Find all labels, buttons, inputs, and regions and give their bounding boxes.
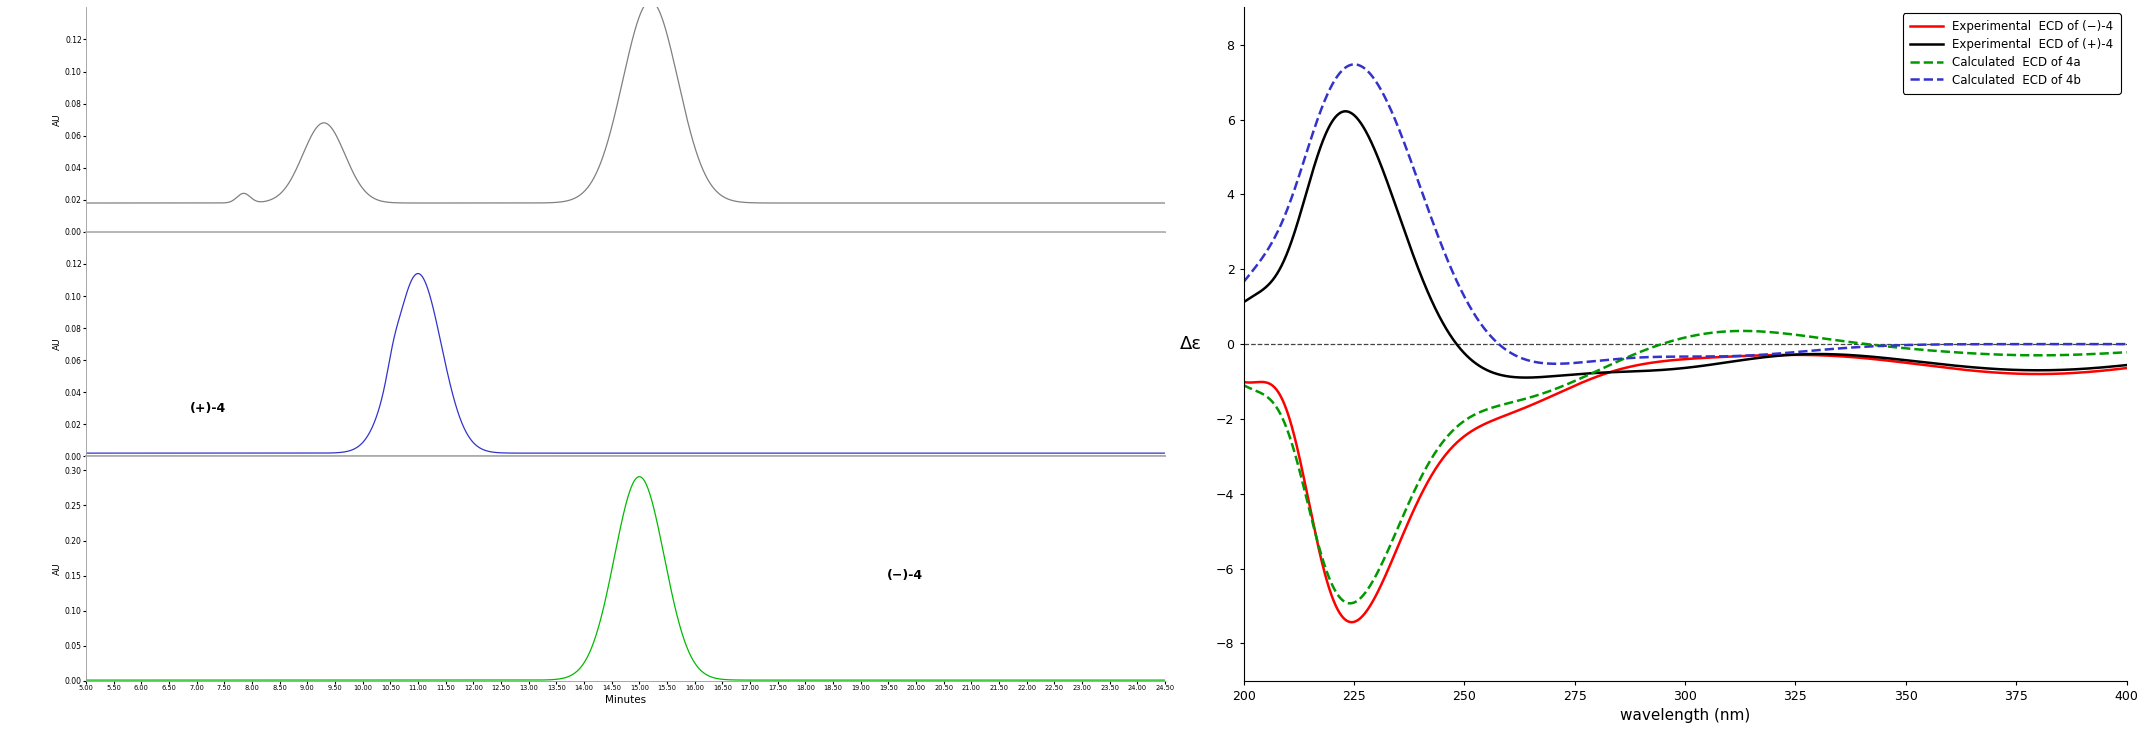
Calculated  ECD of 4b [1276, 201, 1302, 210]
Experimental  ECD of (−)-4 [1338, 618, 1364, 627]
Calculated  ECD of 4a [2114, 348, 2139, 357]
Text: (−)-4: (−)-4 [887, 569, 924, 582]
Calculated  ECD of 4a [1729, 326, 1755, 335]
Line: Experimental  ECD of (+)-4: Experimental ECD of (+)-4 [1244, 111, 2127, 377]
Y-axis label: AU: AU [54, 337, 62, 351]
Line: Experimental  ECD of (−)-4: Experimental ECD of (−)-4 [1244, 355, 2127, 622]
Experimental  ECD of (+)-4 [1276, 245, 1302, 254]
Experimental  ECD of (−)-4 [1660, 356, 1686, 365]
Calculated  ECD of 4a [1927, 347, 1953, 356]
Experimental  ECD of (+)-4 [1512, 373, 1538, 382]
Calculated  ECD of 4b [1637, 352, 1663, 361]
Y-axis label: Δε: Δε [1179, 335, 1201, 353]
Experimental  ECD of (+)-4 [1637, 366, 1663, 375]
Calculated  ECD of 4a [1637, 344, 1663, 353]
Line: Calculated  ECD of 4a: Calculated ECD of 4a [1244, 331, 2127, 603]
Calculated  ECD of 4b [1660, 352, 1686, 361]
Experimental  ECD of (+)-4 [2114, 360, 2139, 369]
Calculated  ECD of 4a [1336, 599, 1362, 608]
X-axis label: Minutes: Minutes [606, 695, 647, 705]
Experimental  ECD of (−)-4 [1276, 411, 1302, 420]
Legend: Experimental  ECD of (−)-4, Experimental  ECD of (+)-4, Calculated  ECD of 4a, C: Experimental ECD of (−)-4, Experimental … [1903, 13, 2120, 94]
Calculated  ECD of 4b [2088, 340, 2114, 349]
Text: (+)-4: (+)-4 [189, 402, 226, 414]
Experimental  ECD of (+)-4 [1332, 107, 1358, 115]
Calculated  ECD of 4b [1231, 278, 1257, 286]
Experimental  ECD of (−)-4 [1781, 351, 1806, 360]
Experimental  ECD of (−)-4 [2088, 366, 2114, 375]
Y-axis label: AU: AU [54, 562, 62, 575]
Line: Calculated  ECD of 4b: Calculated ECD of 4b [1244, 64, 2127, 364]
Experimental  ECD of (−)-4 [2114, 363, 2139, 372]
Experimental  ECD of (+)-4 [1660, 365, 1686, 374]
Calculated  ECD of 4b [2114, 340, 2139, 349]
Experimental  ECD of (−)-4 [1637, 359, 1663, 368]
X-axis label: wavelength (nm): wavelength (nm) [1620, 708, 1751, 724]
Calculated  ECD of 4b [2088, 340, 2114, 349]
Experimental  ECD of (−)-4 [2088, 366, 2114, 375]
Experimental  ECD of (+)-4 [1231, 297, 1257, 306]
Calculated  ECD of 4a [1660, 336, 1686, 345]
Experimental  ECD of (−)-4 [1927, 363, 1953, 371]
Calculated  ECD of 4b [1342, 60, 1368, 69]
Calculated  ECD of 4b [1927, 340, 1953, 349]
Calculated  ECD of 4a [1231, 381, 1257, 390]
Experimental  ECD of (+)-4 [1927, 360, 1953, 369]
Experimental  ECD of (−)-4 [1231, 377, 1257, 386]
Calculated  ECD of 4a [2088, 349, 2114, 358]
Calculated  ECD of 4b [1544, 360, 1570, 369]
Calculated  ECD of 4a [1276, 429, 1302, 438]
Y-axis label: AU: AU [54, 113, 62, 126]
Calculated  ECD of 4a [2088, 349, 2114, 358]
Experimental  ECD of (+)-4 [2088, 363, 2114, 372]
Experimental  ECD of (+)-4 [2088, 363, 2114, 372]
